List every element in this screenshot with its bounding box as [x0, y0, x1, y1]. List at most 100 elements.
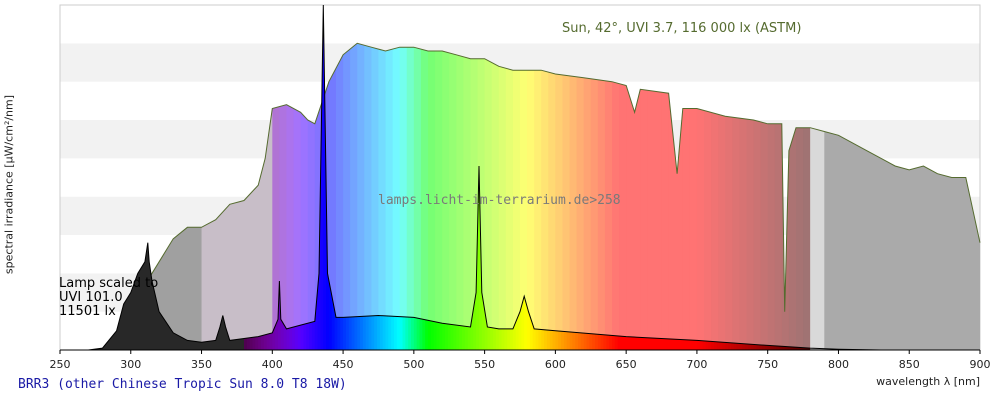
sun-fill-strip — [873, 43, 882, 350]
x-axis: 250 300 350 400 450 500 550 600 650 700 750 800 850 9… — [50, 349, 991, 371]
sun-fill-strip — [647, 43, 656, 350]
y-axis-label: spectral irradiance [µW/cm²/nm] — [2, 94, 16, 275]
sun-fill-strip — [866, 43, 875, 350]
sun-fill-strip — [300, 43, 309, 350]
sun-fill-strip — [612, 43, 620, 350]
sun-fill-strip — [470, 43, 479, 350]
sun-fill-strip — [477, 43, 486, 350]
sun-fill-strip — [406, 43, 415, 350]
sun-fill-strip — [958, 43, 967, 350]
sun-fill-strip — [888, 43, 896, 350]
sun-fill-strip — [442, 43, 450, 350]
lamp-spectrum-area — [88, 4, 881, 351]
sun-spectrum-line — [116, 42, 981, 347]
sun-fill-strip — [392, 43, 401, 350]
sun-fill-strip — [619, 43, 627, 350]
x-tick-label: 600 — [545, 358, 566, 371]
sun-fill-strip — [597, 43, 606, 350]
sun-fill-strip — [314, 43, 323, 350]
sun-fill-strip — [428, 43, 436, 350]
lamp-caption: BRR3 (other Chinese Tropic Sun 8.0 T8 18… — [18, 377, 347, 392]
sun-fill-strip — [852, 43, 861, 350]
x-tick-label: 500 — [403, 358, 424, 371]
sun-fill-strip — [328, 43, 337, 350]
x-tick-label: 750 — [757, 358, 778, 371]
sun-fill-strip — [562, 43, 571, 350]
sun-fill-strip — [902, 43, 910, 350]
x-tick-label: 700 — [686, 358, 707, 371]
x-tick-label: 650 — [616, 358, 637, 371]
sun-fill-strip — [654, 43, 663, 350]
x-tick-label: 400 — [262, 358, 283, 371]
sun-fill-strip — [895, 43, 903, 350]
sun-fill-strip — [527, 43, 535, 350]
x-tick-label: 850 — [899, 358, 920, 371]
grid-band — [60, 5, 980, 44]
lamp-scale-line-1: Lamp scaled to — [59, 276, 159, 291]
sun-fill-strip — [307, 43, 316, 350]
sun-fill-strip — [760, 43, 769, 350]
sun-fill-strip — [463, 43, 472, 350]
x-tick-label: 450 — [333, 358, 354, 371]
sun-fill-strip — [711, 43, 719, 350]
sun-fill-strip — [371, 43, 380, 350]
x-tick-label: 900 — [970, 358, 991, 371]
sun-fill-strip — [930, 43, 939, 350]
sun-fill-strip — [534, 43, 542, 350]
sun-fill-strip — [265, 43, 273, 350]
sun-fill-strip — [272, 43, 280, 350]
sun-fill-strip — [916, 43, 924, 350]
sun-fill-strip — [590, 43, 599, 350]
sun-fill-strip — [626, 43, 634, 350]
sun-fill-strip — [258, 43, 266, 350]
sun-fill-strip — [293, 43, 302, 350]
sun-fill-strip — [251, 43, 259, 350]
sun-fill-strip — [505, 43, 514, 350]
sun-fill-strip — [583, 43, 592, 350]
sun-fill-strip — [909, 43, 917, 350]
sun-fill-strip — [435, 43, 443, 350]
chart-title: Sun, 42°, UVI 3.7, 116 000 lx (ASTM) — [562, 21, 802, 36]
lamp-fill-strip — [323, 5, 327, 350]
x-tick-label: 250 — [50, 358, 71, 371]
sun-fill-strip — [491, 43, 500, 350]
sun-fill-strip — [746, 43, 755, 350]
sun-fill-strip — [668, 43, 677, 350]
sun-fill-strip — [838, 43, 847, 350]
sun-fill-strip — [944, 43, 953, 350]
sun-fill-strip — [859, 43, 868, 350]
sun-fill-strip — [343, 43, 351, 350]
sun-fill-strip — [357, 43, 365, 350]
sun-fill-strip — [718, 43, 726, 350]
sun-fill-strip — [279, 43, 288, 350]
x-tick-label: 550 — [474, 358, 495, 371]
sun-fill-strip — [824, 43, 832, 350]
sun-fill-strip — [350, 43, 358, 350]
lamp-fill-strip — [320, 5, 324, 350]
sun-fill-strip — [569, 43, 578, 350]
sun-fill-strip — [767, 43, 776, 350]
sun-fill-strip — [541, 43, 549, 350]
sun-fill-strip — [753, 43, 762, 350]
sun-fill-strip — [817, 43, 825, 350]
sun-fill-strip — [774, 43, 783, 350]
sun-fill-strip — [640, 43, 648, 350]
sun-fill-strip — [378, 43, 387, 350]
sun-fill-strip — [682, 43, 691, 350]
sun-fill-strip — [449, 43, 457, 350]
sun-fill-strip — [548, 43, 556, 350]
sun-fill-strip — [364, 43, 372, 350]
sun-fill-strip — [420, 43, 429, 350]
sun-fill-strip — [689, 43, 698, 350]
sun-fill-strip — [604, 43, 613, 350]
sun-fill-strip — [520, 43, 528, 350]
x-tick-label: 350 — [191, 358, 212, 371]
x-tick-label: 800 — [828, 358, 849, 371]
sun-fill-strip — [788, 43, 797, 350]
sun-fill-strip — [336, 43, 344, 350]
sun-fill-strip — [484, 43, 493, 350]
lamp-scale-line-3: 11501 lx — [59, 304, 116, 319]
watermark: lamps.licht-im-terrarium.de>258 — [378, 193, 621, 208]
sun-fill-strip — [739, 43, 748, 350]
